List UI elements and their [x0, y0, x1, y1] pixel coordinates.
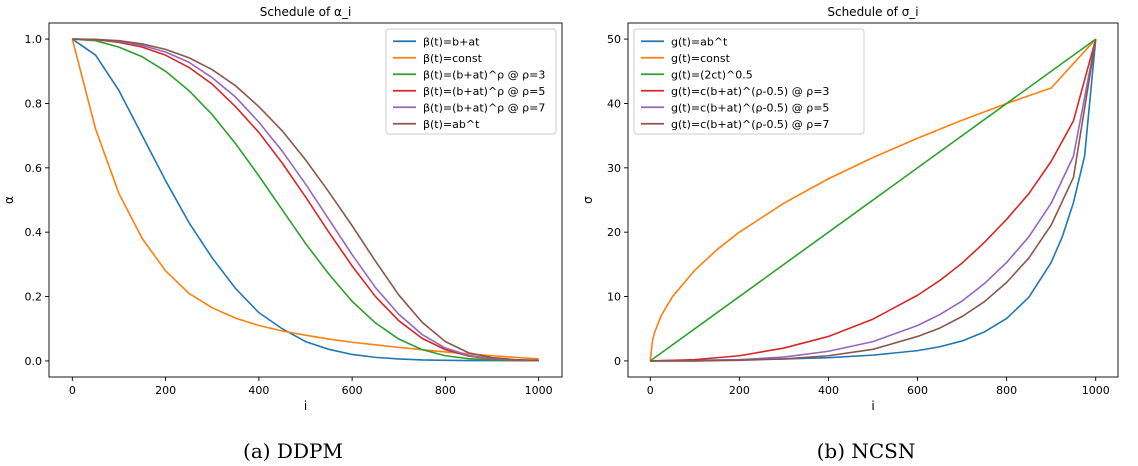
- panel-ddpm: 0 200 400 600 800 1000 0.0 0.2 0.4 0.6 0.8 1.0 Sched…: [2, 5, 563, 413]
- x-tick-label: 0: [647, 384, 654, 397]
- y-tick-label: 40: [607, 97, 621, 110]
- x-tick-label: 1000: [525, 384, 553, 397]
- x-tick-label: 200: [155, 384, 176, 397]
- x-tick-label: 800: [435, 384, 456, 397]
- series-line-4: [72, 38, 539, 362]
- series-line-3: [72, 38, 539, 362]
- y-tick-label: 0.6: [25, 162, 43, 175]
- x-tick-label: 400: [818, 384, 839, 397]
- legend: g(t)=ab^t g(t)=const g(t)=(2ct)^0.5 g(t)=c(…: [633, 28, 865, 135]
- series-line-1: [71, 38, 539, 362]
- series-lines: [649, 38, 1097, 362]
- legend-box: [633, 28, 865, 135]
- x-tick-label: 800: [996, 384, 1017, 397]
- y-tick-label: 0.8: [25, 97, 43, 110]
- x-tick-label: 200: [729, 384, 750, 397]
- y-tick-label: 30: [607, 162, 621, 175]
- y-axis-label: α: [2, 196, 16, 204]
- x-axis-label: i: [871, 399, 874, 413]
- plot-frame: [48, 22, 563, 378]
- series-line-2: [649, 38, 1097, 361]
- series-line-5: [72, 38, 539, 362]
- plot-frame: [627, 22, 1119, 378]
- caption-ddpm: (a) DDPM: [243, 439, 343, 463]
- y-tick-label: 10: [607, 291, 621, 304]
- x-axis-label: i: [304, 399, 307, 413]
- y-tick-label: 0.4: [25, 226, 43, 239]
- series-line-3: [649, 38, 1097, 362]
- y-tick-label: 50: [607, 33, 621, 46]
- x-tick-label: 600: [907, 384, 928, 397]
- legend-label: β(t)=const: [423, 52, 483, 65]
- chart-title: Schedule of σ_i: [827, 5, 918, 19]
- x-tick-label: 400: [248, 384, 269, 397]
- y-axis-label: σ: [581, 196, 595, 204]
- y-tick-label: 1.0: [25, 33, 43, 46]
- y-tick-label: 20: [607, 226, 621, 239]
- legend-label: g(t)=c(b+at)^(ρ-0.5) @ ρ=7: [671, 118, 829, 131]
- y-tick-label: 0: [614, 355, 621, 368]
- panel-ncsn: 0 200 400 600 800 1000 0 10 20 30 40 50 Schedule of …: [581, 5, 1119, 413]
- y-tick-label: 0.0: [25, 355, 43, 368]
- y-tick-label: 0.2: [25, 291, 43, 304]
- legend-label: g(t)=c(b+at)^(ρ-0.5) @ ρ=5: [671, 101, 829, 114]
- legend-label: β(t)=ab^t: [423, 118, 480, 131]
- legend-label: β(t)=(b+at)^ρ @ ρ=7: [423, 101, 545, 114]
- x-tick-label: 600: [342, 384, 363, 397]
- x-tick-label: 1000: [1082, 384, 1110, 397]
- legend-label: β(t)=(b+at)^ρ @ ρ=5: [423, 85, 545, 98]
- legend-box: [385, 28, 557, 135]
- legend-label: g(t)=(2ct)^0.5: [671, 68, 753, 81]
- series-line-6: [650, 38, 1097, 362]
- legend-label: g(t)=ab^t: [671, 35, 728, 48]
- x-tick-label: 0: [69, 384, 76, 397]
- series-line-4: [650, 38, 1097, 362]
- series-lines: [71, 38, 539, 362]
- series-line-5: [650, 38, 1097, 362]
- legend: β(t)=b+at β(t)=const β(t)=(b+at)^ρ @ ρ=3 β(…: [385, 28, 557, 135]
- series-line-6: [72, 38, 539, 362]
- chart-title: Schedule of α_i: [260, 5, 352, 19]
- caption-ncsn: (b) NCSN: [817, 439, 916, 463]
- legend-label: g(t)=c(b+at)^(ρ-0.5) @ ρ=3: [671, 85, 829, 98]
- legend-label: g(t)=const: [671, 52, 731, 65]
- legend-label: β(t)=b+at: [423, 35, 480, 48]
- legend-label: β(t)=(b+at)^ρ @ ρ=3: [423, 68, 545, 81]
